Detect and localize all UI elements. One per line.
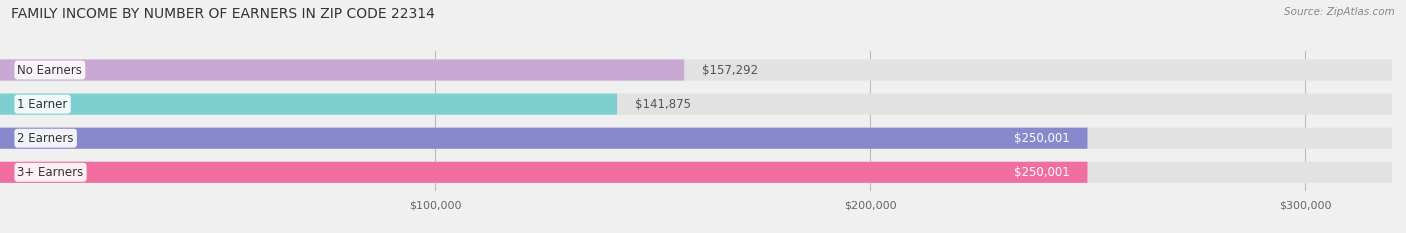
FancyBboxPatch shape: [0, 93, 617, 115]
Text: Source: ZipAtlas.com: Source: ZipAtlas.com: [1284, 7, 1395, 17]
FancyBboxPatch shape: [0, 162, 1392, 183]
Text: FAMILY INCOME BY NUMBER OF EARNERS IN ZIP CODE 22314: FAMILY INCOME BY NUMBER OF EARNERS IN ZI…: [11, 7, 434, 21]
Text: $141,875: $141,875: [634, 98, 690, 111]
FancyBboxPatch shape: [0, 93, 1392, 115]
Text: 2 Earners: 2 Earners: [17, 132, 75, 145]
FancyBboxPatch shape: [0, 162, 1087, 183]
Text: $250,001: $250,001: [1014, 132, 1070, 145]
Text: $157,292: $157,292: [702, 64, 758, 76]
Text: 1 Earner: 1 Earner: [17, 98, 67, 111]
FancyBboxPatch shape: [0, 59, 1392, 81]
Text: No Earners: No Earners: [17, 64, 83, 76]
FancyBboxPatch shape: [0, 59, 685, 81]
Text: 3+ Earners: 3+ Earners: [17, 166, 83, 179]
FancyBboxPatch shape: [0, 128, 1392, 149]
FancyBboxPatch shape: [0, 128, 1087, 149]
Text: $250,001: $250,001: [1014, 166, 1070, 179]
